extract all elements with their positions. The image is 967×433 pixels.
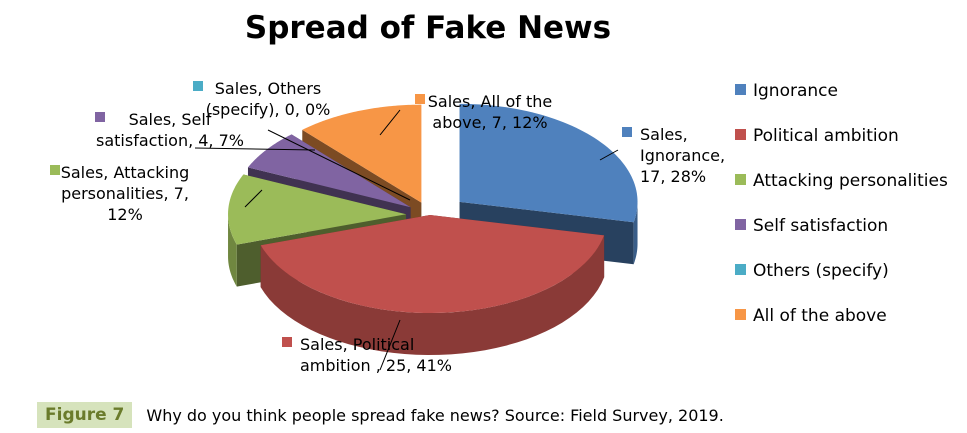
legend-item-all-of-the-above: All of the above [735, 306, 887, 326]
svg-text:Others (specify): Others (specify) [753, 261, 889, 281]
data-label-self-satisfaction: Sales, Self satisfaction, 4, 7% [95, 110, 316, 151]
legend-item-attacking-personalities: Attacking personalities [735, 171, 948, 191]
svg-text:Ignorance: Ignorance [753, 81, 838, 101]
svg-text:Sales, Self: Sales, Self [129, 110, 212, 129]
svg-text:Attacking personalities: Attacking personalities [753, 171, 948, 191]
svg-text:Self satisfaction: Self satisfaction [753, 216, 888, 236]
legend-item-ignorance: Ignorance [735, 81, 838, 101]
svg-text:Sales,: Sales, [640, 125, 688, 144]
svg-text:12%: 12% [107, 205, 143, 224]
pie-chart: Spread of Fake News Sales, Ignorance, 17, … [50, 10, 948, 375]
chart-title: Spread of Fake News [245, 10, 611, 46]
data-label-others-specify: Sales, Others (specify), 0, 0% [193, 79, 411, 201]
figure-label: Figure 7 [37, 402, 133, 428]
data-label-political-ambition: Sales, Political ambition , 25, 41% [282, 319, 452, 375]
data-label-ignorance: Sales, Ignorance, 17, 28% [599, 125, 725, 186]
figure-caption-text: Why do you think people spread fake news… [146, 405, 724, 425]
svg-text:Sales, Political: Sales, Political [300, 335, 414, 354]
svg-text:ambition , 25, 41%: ambition , 25, 41% [300, 356, 452, 375]
svg-text:Ignorance,: Ignorance, [640, 146, 725, 165]
svg-text:Sales, All of the: Sales, All of the [428, 92, 552, 111]
figure-caption: Figure 7 Why do you think people spread … [37, 401, 724, 429]
svg-text:above, 7, 12%: above, 7, 12% [432, 113, 547, 132]
data-label-attacking-personalities: Sales, Attacking personalities, 7, 12% [50, 163, 263, 224]
data-labels: Sales, Ignorance, 17, 28% Sales, Political a… [50, 79, 725, 375]
svg-text:All of the above: All of the above [753, 306, 887, 326]
legend-item-political-ambition: Political ambition [735, 126, 899, 146]
pie-slice-political-ambition [260, 215, 605, 355]
svg-text:Political ambition: Political ambition [753, 126, 899, 146]
svg-text:satisfaction, 4, 7%: satisfaction, 4, 7% [96, 131, 244, 150]
pie-plot [228, 103, 638, 355]
svg-text:17, 28%: 17, 28% [640, 167, 706, 186]
legend-item-others-specify: Others (specify) [735, 261, 889, 281]
svg-text:Sales, Attacking: Sales, Attacking [61, 163, 190, 182]
legend: Ignorance Political ambition Attacking per… [735, 81, 948, 326]
svg-text:Sales, Others: Sales, Others [215, 79, 322, 98]
svg-text:personalities, 7,: personalities, 7, [61, 184, 189, 203]
data-label-all-of-the-above: Sales, All of the above, 7, 12% [379, 92, 552, 136]
legend-item-self-satisfaction: Self satisfaction [735, 216, 888, 236]
svg-text:(specify), 0, 0%: (specify), 0, 0% [206, 100, 331, 119]
